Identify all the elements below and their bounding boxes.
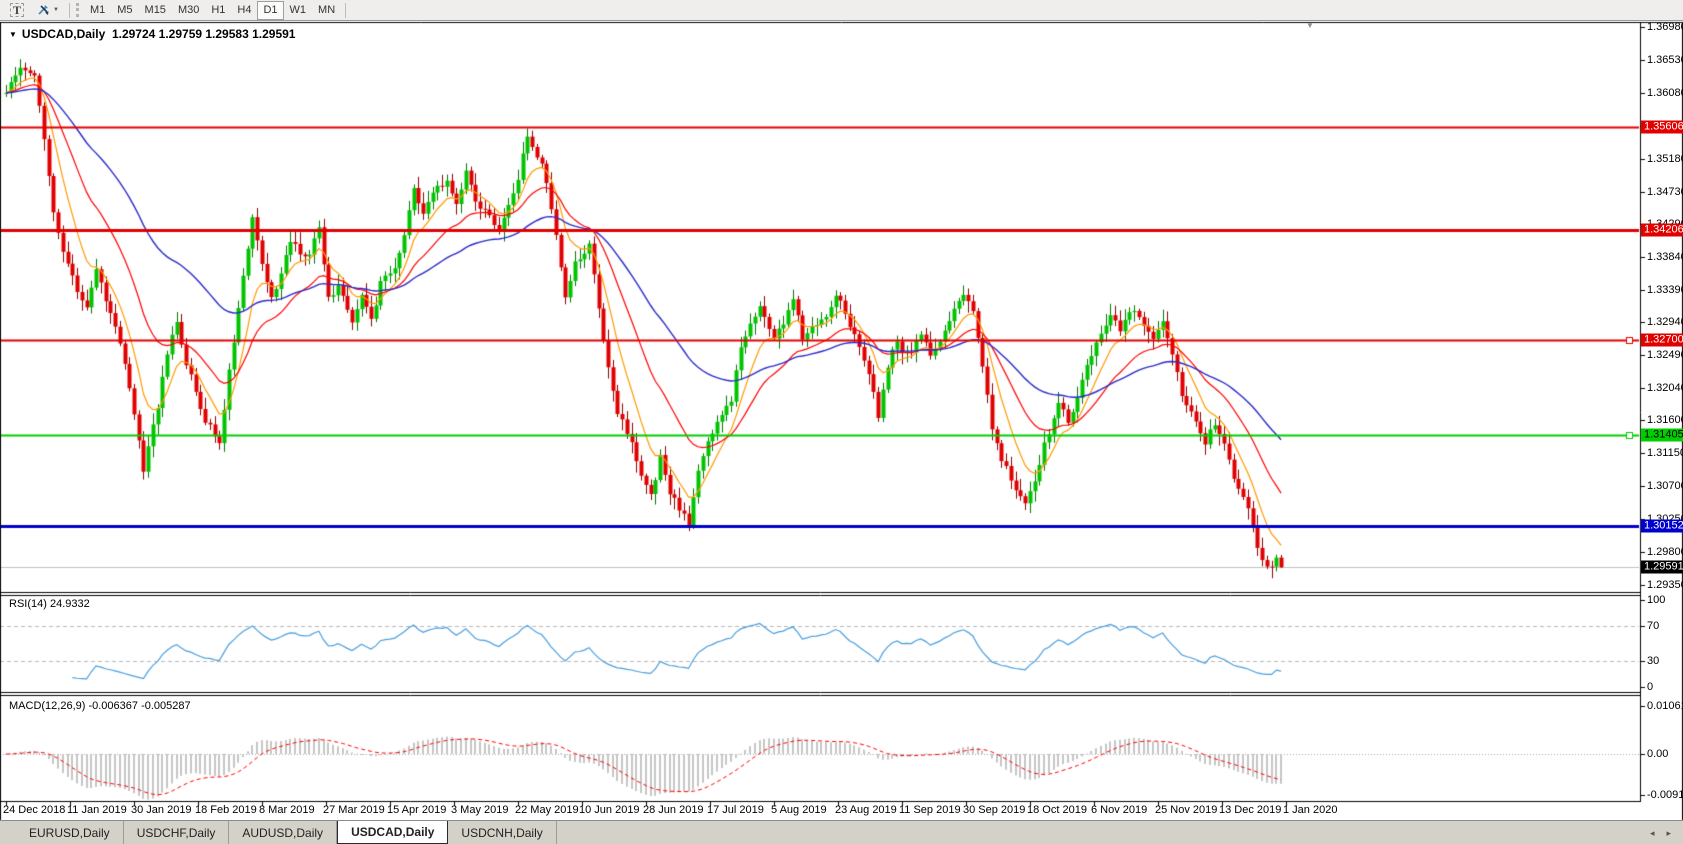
toolbar: T ▼ M1 M5 M15 M30 H1 H4 D1 W1 MN <box>0 0 1683 21</box>
rsi-axis-label: 30 <box>1647 654 1660 667</box>
macd-axis-label: 0.010615 <box>1647 700 1683 713</box>
tab-audusd-daily[interactable]: AUDUSD,Daily <box>229 821 338 844</box>
timeframe-button-mn[interactable]: MN <box>318 4 336 16</box>
date-tick-label: 8 Mar 2019 <box>259 804 315 816</box>
chart-menu-dropdown-icon[interactable]: ▼ <box>9 30 17 39</box>
macd-indicator-label: MACD(12,26,9) -0.006367 -0.005287 <box>9 700 191 712</box>
rsi-axis-label: 100 <box>1647 594 1666 606</box>
text-tool-button[interactable]: T <box>4 1 30 20</box>
rsi-indicator-label: RSI(14) 24.9332 <box>9 598 90 610</box>
date-tick-label: 6 Nov 2019 <box>1091 804 1148 816</box>
tab-scroll-right-button[interactable]: ▸ <box>1666 827 1671 838</box>
price-level-label: 1.31405 <box>1641 428 1683 442</box>
timeframe-button-h1[interactable]: H1 <box>211 4 226 16</box>
rsi-axis-label: 0 <box>1647 681 1654 693</box>
price-tick-label: 1.30700 <box>1647 480 1683 493</box>
timeframe-button-m5[interactable]: M5 <box>117 4 133 16</box>
toolbar-separator <box>345 2 347 18</box>
macd-axis-label: 0.00 <box>1647 748 1669 760</box>
rsi-axis-label: 70 <box>1647 620 1660 633</box>
date-tick-label: 17 Jul 2019 <box>707 804 764 816</box>
chart-tab-bar: EURUSD,Daily USDCHF,Daily AUDUSD,Daily USDC… <box>0 820 1683 844</box>
price-tick-label: 1.35180 <box>1647 152 1683 165</box>
price-axis[interactable]: 1.369801.365301.360801.356301.351801.347… <box>1641 21 1683 802</box>
toolbar-grip[interactable] <box>75 3 79 17</box>
price-tick-label: 1.29800 <box>1647 546 1683 558</box>
ohlc-values: 1.29724 1.29759 1.29583 1.29591 <box>111 27 296 41</box>
price-tick-label: 1.31600 <box>1647 414 1683 427</box>
date-tick-label: 18 Feb 2019 <box>195 804 257 816</box>
text-tool-icon: T <box>10 3 25 17</box>
current-price-label: 1.29591 <box>1641 560 1683 574</box>
date-tick-label: 22 May 2019 <box>515 804 579 816</box>
date-tick-label: 11 Sep 2019 <box>899 804 961 816</box>
timeframe-button-w1[interactable]: W1 <box>289 4 307 16</box>
price-tick-label: 1.29350 <box>1647 578 1683 591</box>
tab-scroll-controls: ◂ ▸ <box>1650 821 1671 844</box>
price-level-label: 1.30152 <box>1641 519 1683 533</box>
price-tick-label: 1.31150 <box>1647 447 1683 460</box>
price-tick-label: 1.32040 <box>1647 382 1683 395</box>
date-tick-label: 18 Oct 2019 <box>1027 804 1087 816</box>
timeframe-button-group: M1 M5 M15 M30 H1 H4 D1 W1 MN <box>84 0 350 20</box>
chevron-down-icon: ▼ <box>53 7 59 13</box>
date-tick-label: 27 Mar 2019 <box>323 804 385 816</box>
date-tick-label: 23 Aug 2019 <box>835 804 897 816</box>
date-tick-label: 1 Jan 2020 <box>1283 804 1338 816</box>
price-tick-label: 1.34730 <box>1647 185 1683 198</box>
chart-shift-marker[interactable]: ▼ <box>1306 21 1314 30</box>
price-tick-label: 1.36080 <box>1647 86 1683 99</box>
time-axis[interactable]: 24 Dec 2018 11 Jan 2019 30 Jan 2019 18 Feb … <box>0 802 1640 820</box>
date-tick-label: 30 Sep 2019 <box>963 804 1026 816</box>
price-tick-label: 1.36980 <box>1647 21 1683 33</box>
symbol-period-label: USDCAD,Daily <box>21 27 106 41</box>
date-tick-label: 3 May 2019 <box>451 804 509 816</box>
timeframe-button-m15[interactable]: M15 <box>144 4 166 16</box>
date-tick-label: 30 Jan 2019 <box>131 804 192 816</box>
tab-usdcnh-daily[interactable]: USDCNH,Daily <box>448 821 557 844</box>
date-tick-label: 13 Dec 2019 <box>1219 804 1282 816</box>
tab-eurusd-daily[interactable]: EURUSD,Daily <box>16 821 124 844</box>
arrows-tool-button[interactable]: ▼ <box>30 1 65 20</box>
tab-usdcad-daily[interactable]: USDCAD,Daily <box>337 821 449 844</box>
date-tick-label: 5 Aug 2019 <box>771 804 827 816</box>
arrows-icon <box>38 5 49 15</box>
date-tick-label: 28 Jun 2019 <box>643 804 704 816</box>
timeframe-button-h4[interactable]: H4 <box>237 4 252 16</box>
macd-axis-label: -0.009181 <box>1647 789 1683 802</box>
timeframe-button-d1[interactable]: D1 <box>257 0 284 20</box>
chart-tabs: EURUSD,Daily USDCHF,Daily AUDUSD,Daily USDC… <box>16 821 557 844</box>
date-tick-label: 15 Apr 2019 <box>387 804 447 816</box>
timeframe-button-m1[interactable]: M1 <box>89 4 106 16</box>
toolbar-separator <box>68 2 70 18</box>
tab-usdchf-daily[interactable]: USDCHF,Daily <box>124 821 230 844</box>
price-tick-label: 1.33390 <box>1647 283 1683 296</box>
date-tick-label: 24 Dec 2018 <box>3 804 66 816</box>
price-level-label: 1.34206 <box>1641 223 1683 237</box>
price-tick-label: 1.32940 <box>1647 316 1683 329</box>
timeframe-button-m30[interactable]: M30 <box>177 4 200 16</box>
price-level-label: 1.35606 <box>1641 120 1683 134</box>
price-tick-label: 1.33840 <box>1647 250 1683 263</box>
price-level-label: 1.32700 <box>1641 333 1683 347</box>
price-tick-label: 1.36530 <box>1647 53 1683 66</box>
tab-scroll-left-button[interactable]: ◂ <box>1649 827 1655 838</box>
date-tick-label: 25 Nov 2019 <box>1155 804 1218 816</box>
date-tick-label: 10 Jun 2019 <box>579 804 640 816</box>
chart-title: ▼ USDCAD,Daily 1.29724 1.29759 1.29583 1.… <box>9 27 295 41</box>
price-tick-label: 1.32490 <box>1647 349 1683 362</box>
date-tick-label: 11 Jan 2019 <box>67 804 127 816</box>
